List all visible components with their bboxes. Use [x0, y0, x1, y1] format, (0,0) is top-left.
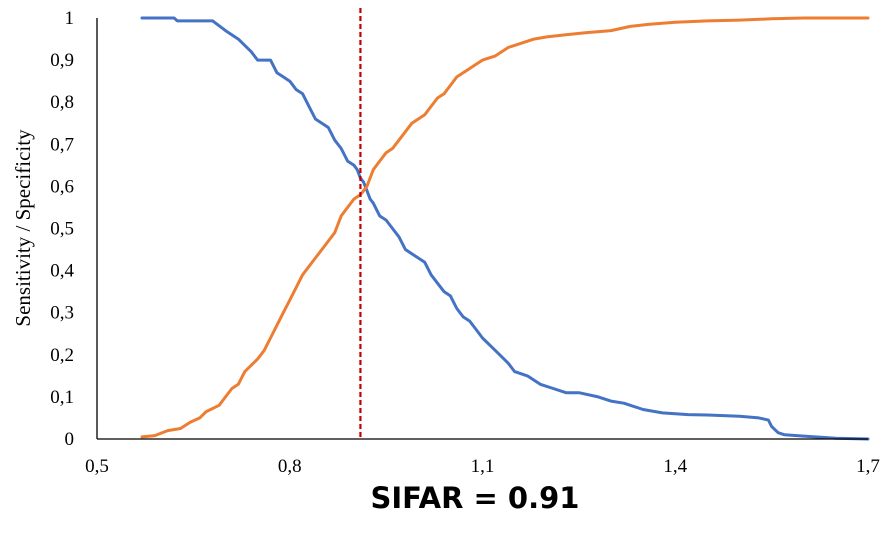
y-tick-label: 1	[65, 8, 75, 29]
x-tick-labels: 0,5 0,8 1,1 1,4 1,7	[85, 456, 880, 477]
y-tick-label: 0,7	[50, 134, 74, 155]
y-tick-label: 0,3	[50, 303, 74, 324]
x-tick-label: 0,5	[85, 456, 109, 477]
x-tick-label: 1,4	[663, 456, 687, 477]
y-tick-labels: 0 0,1 0,2 0,3 0,4 0,5 0,6 0,7 0,8 0,9 1	[50, 8, 74, 450]
y-axis-title: Sensitivity / Specificity	[11, 129, 35, 327]
x-tick-label: 0,8	[278, 456, 302, 477]
x-tick-label: 1,1	[471, 456, 495, 477]
series-line-2	[140, 16, 870, 439]
y-tick-label: 0,1	[50, 387, 74, 408]
sifar-annotation: SIFAR = 0.91	[371, 481, 580, 515]
x-tick-label: 1,7	[856, 456, 880, 477]
y-tick-label: 0,5	[50, 219, 74, 240]
y-tick-label: 0,8	[50, 92, 74, 113]
series-layer	[140, 16, 870, 441]
y-tick-label: 0,4	[50, 261, 74, 282]
series-line-1	[140, 16, 870, 441]
y-tick-label: 0,6	[50, 176, 74, 197]
y-tick-label: 0,2	[50, 345, 74, 366]
y-tick-label: 0	[65, 429, 75, 450]
y-tick-label: 0,9	[50, 50, 74, 71]
